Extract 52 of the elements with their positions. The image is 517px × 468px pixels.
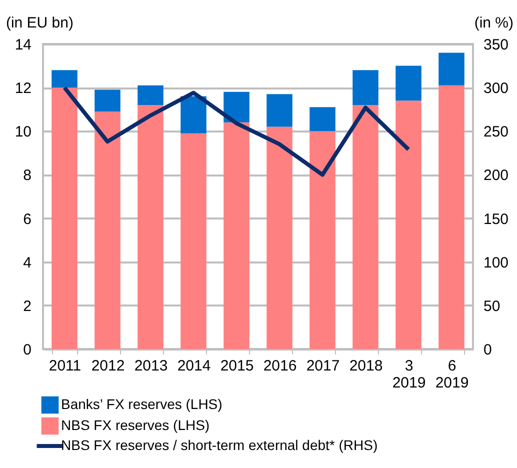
y2-tick-label: 300 [484,80,509,98]
bar [438,85,464,349]
x-tick-label: 2014 [177,358,211,374]
bar [180,96,206,134]
y-tick-label: 0 [23,342,32,358]
bar [180,133,206,349]
bar [94,112,120,349]
y2-tick-label: 350 [484,36,509,54]
y-axis-title: (in EU bn) [6,14,74,32]
y-tick-label: 2 [23,298,32,315]
bar [352,70,378,105]
bar [138,105,164,349]
x-tick-label: 2016 [263,358,297,374]
y-tick-label: 4 [23,254,32,272]
bar [266,94,292,127]
bar [266,126,292,349]
y-tick-label: 12 [14,80,32,98]
bar [138,85,164,105]
x-tick-label: 3 2019 [392,358,426,392]
bar [94,90,120,112]
y2-tick-label: 50 [484,298,500,315]
bar [52,70,78,88]
bar [438,52,464,86]
bar [52,88,78,349]
bar [352,105,378,349]
y2-tick-label: 0 [484,342,492,358]
bar [396,66,422,101]
bar [396,100,422,349]
y-tick-label: 10 [14,124,32,141]
y2-tick-label: 200 [484,167,509,184]
bar [310,107,336,132]
y2-tick-label: 150 [484,210,509,228]
x-tick-label: 2015 [220,358,254,374]
x-tick-label: 6 2019 [435,358,469,392]
legend-label: NBS FX reserves (LHS) [61,417,210,433]
x-tick-label: 2017 [306,358,340,374]
bar [224,122,250,349]
bar [224,92,250,122]
y2-axis-title: (in %) [474,14,514,32]
y-tick-label: 14 [14,36,32,54]
y2-tick-label: 250 [484,124,509,141]
y-tick-label: 6 [23,210,32,228]
bar [310,131,336,349]
x-tick-label: 2018 [349,358,383,374]
legend-label: Banks’ FX reserves (LHS) [61,396,222,412]
x-tick-label: 2013 [134,358,168,374]
y2-tick-label: 100 [484,254,509,272]
y-tick-label: 8 [23,167,32,184]
line-series [62,86,410,177]
x-tick-label: 2012 [91,358,125,374]
legend-label: NBS FX reserves / short-term external debt* (RHS) [61,437,378,453]
x-tick-label: 2011 [48,358,82,374]
